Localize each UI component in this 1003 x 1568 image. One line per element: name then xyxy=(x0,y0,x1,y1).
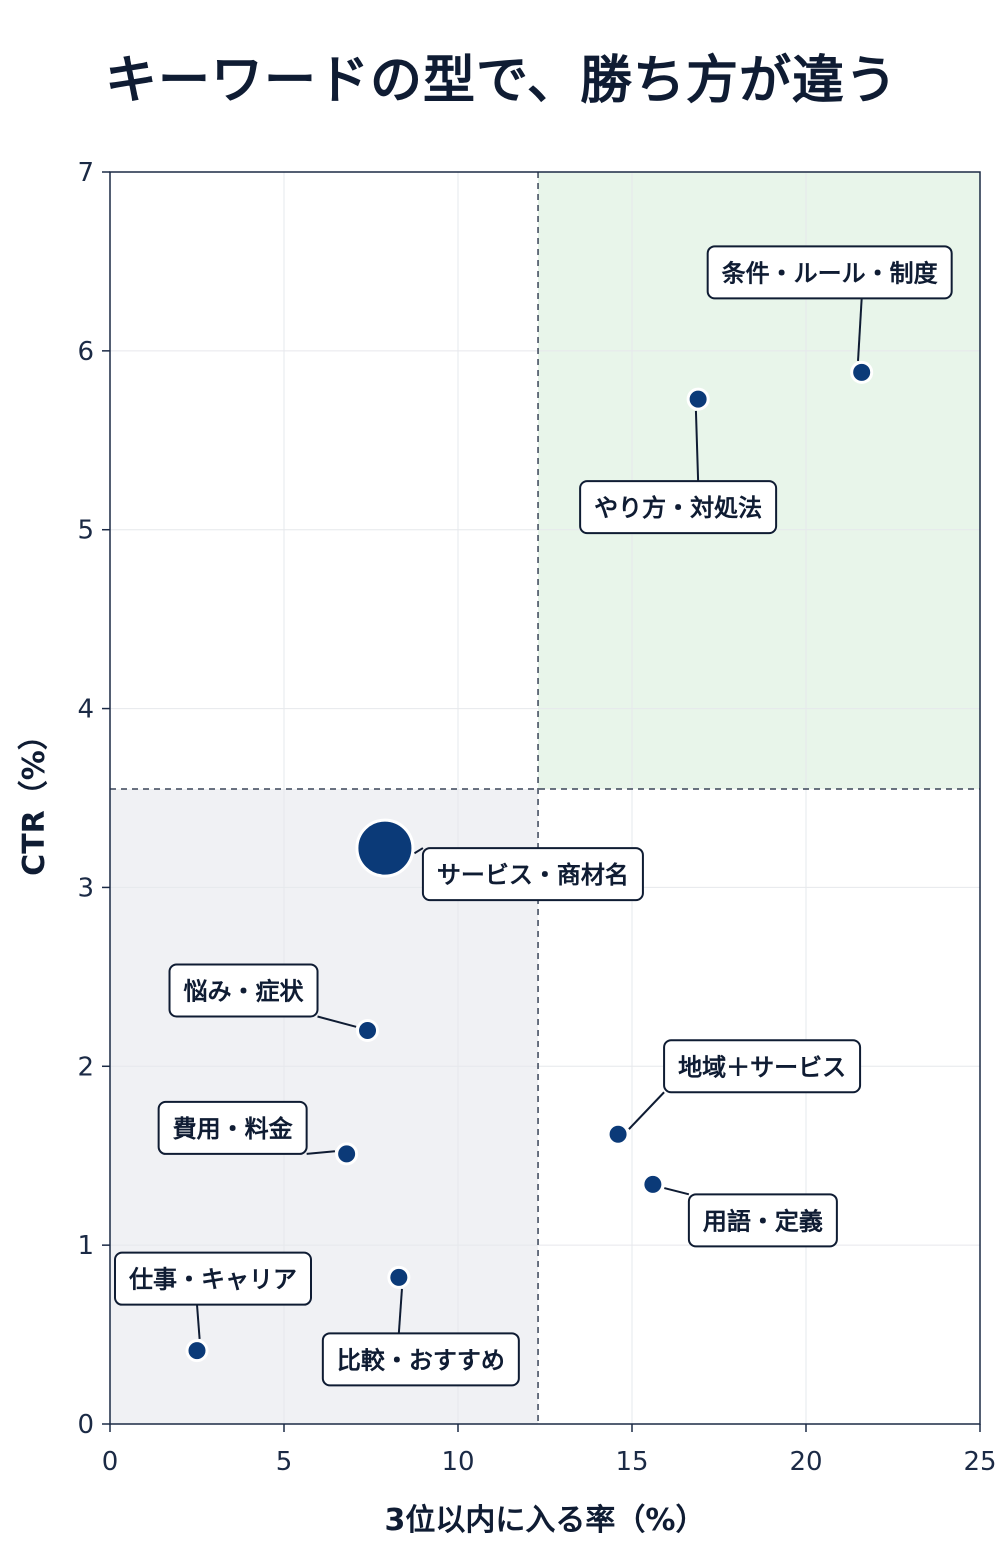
leader-line xyxy=(196,1304,201,1340)
point-label: 仕事・キャリア xyxy=(128,1266,297,1294)
x-tick-label: 5 xyxy=(276,1447,293,1477)
marker xyxy=(356,1019,380,1043)
x-tick-label: 20 xyxy=(789,1447,822,1477)
marker xyxy=(606,1122,630,1146)
y-tick-label: 7 xyxy=(77,158,94,188)
y-tick-label: 2 xyxy=(77,1052,94,1082)
point-label: 比較・おすすめ xyxy=(337,1346,505,1374)
data-point: 費用・料金 xyxy=(157,1100,359,1166)
data-point: 地域＋サービス xyxy=(606,1039,862,1146)
x-axis-label: 3位以内に入る率（%） xyxy=(385,1503,706,1538)
point-label: 条件・ルール・制度 xyxy=(722,259,939,287)
label-box xyxy=(321,1332,520,1387)
label-box xyxy=(157,1100,308,1155)
label-box xyxy=(687,1193,838,1248)
leader-line xyxy=(628,1091,665,1130)
point-label: 費用・料金 xyxy=(173,1115,294,1143)
x-tick-label: 25 xyxy=(963,1447,996,1477)
data-point: サービス・商材名 xyxy=(355,818,644,902)
label-box xyxy=(168,963,319,1018)
point-label: サービス・商材名 xyxy=(437,861,629,889)
y-tick-label: 5 xyxy=(77,516,94,546)
marker xyxy=(185,1339,209,1363)
x-tick-label: 15 xyxy=(615,1447,648,1477)
point-label: やり方・対処法 xyxy=(594,494,762,522)
plot-frame xyxy=(109,171,981,1425)
y-tick-label: 6 xyxy=(77,337,94,367)
y-tick-label: 1 xyxy=(77,1231,94,1261)
data-point: 仕事・キャリア xyxy=(114,1251,312,1363)
point-label: 地域＋サービス xyxy=(678,1053,846,1081)
y-tick-label: 3 xyxy=(77,873,94,903)
point-label: 悩み・症状 xyxy=(184,978,305,1006)
leader-line xyxy=(664,1187,690,1196)
leader-line xyxy=(317,1015,357,1028)
leader-line xyxy=(413,847,424,855)
leader-line xyxy=(397,1288,403,1334)
point-label: 用語・定義 xyxy=(703,1207,823,1235)
marker xyxy=(850,360,874,384)
marker xyxy=(387,1265,411,1289)
label-box xyxy=(579,480,778,535)
y-tick-label: 0 xyxy=(77,1410,94,1440)
chart-title: キーワードの型で、勝ち方が違う xyxy=(105,51,898,111)
label-box xyxy=(663,1039,862,1094)
y-tick-label: 4 xyxy=(77,695,94,725)
marker xyxy=(355,818,415,878)
marker xyxy=(686,387,710,411)
x-tick-label: 0 xyxy=(102,1447,119,1477)
marker xyxy=(641,1172,665,1196)
data-point: 条件・ルール・制度 xyxy=(706,245,953,384)
leader-line xyxy=(857,298,863,361)
data-point: 悩み・症状 xyxy=(168,963,380,1043)
data-point: 用語・定義 xyxy=(641,1172,838,1248)
label-box xyxy=(706,245,953,300)
label-box xyxy=(114,1251,312,1306)
leader-line xyxy=(694,410,700,482)
data-point: やり方・対処法 xyxy=(579,387,778,535)
leader-line xyxy=(306,1150,336,1155)
y-axis-label: CTR（%） xyxy=(17,720,52,876)
label-box xyxy=(421,847,644,902)
data-point: 比較・おすすめ xyxy=(321,1265,520,1387)
marker xyxy=(335,1142,359,1166)
x-tick-label: 10 xyxy=(441,1447,474,1477)
